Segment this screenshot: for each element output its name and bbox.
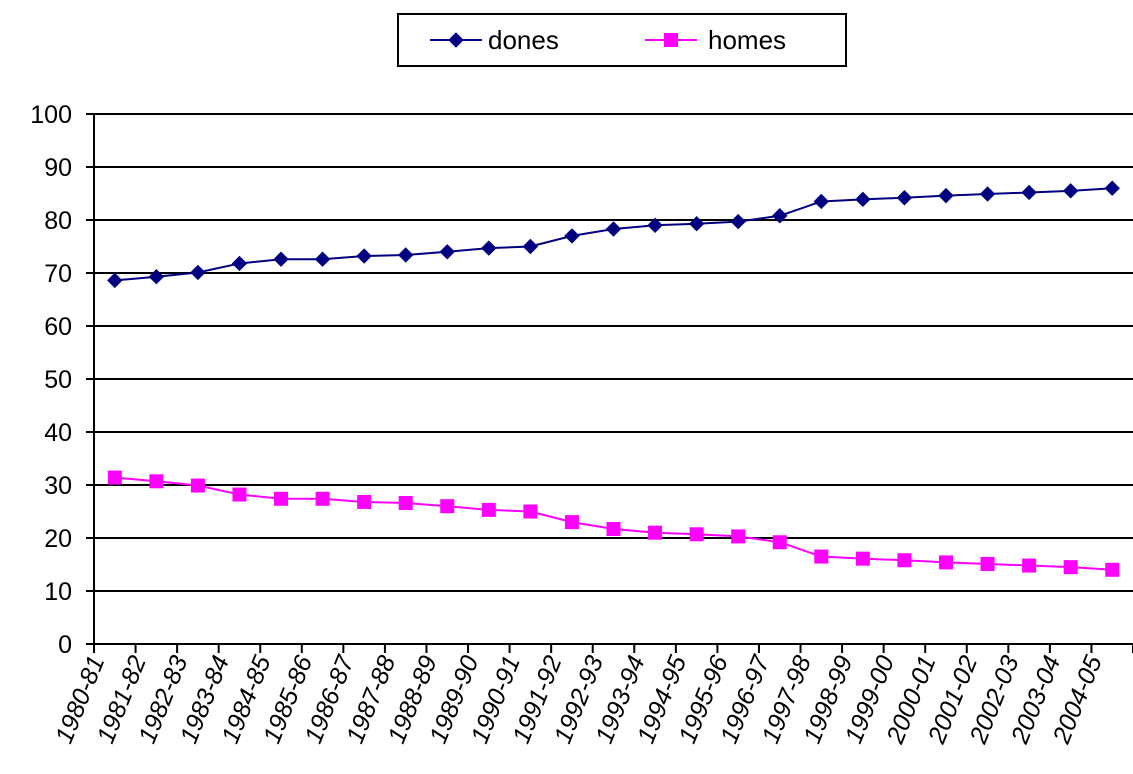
data-point-dones xyxy=(439,244,455,260)
data-point-dones xyxy=(273,251,289,267)
series-group xyxy=(107,180,1120,577)
y-tick-label: 0 xyxy=(58,631,72,659)
y-tick-label: 50 xyxy=(44,366,72,394)
x-axis-ticks: 1980-811981-821982-831983-841984-851985-… xyxy=(50,644,1133,748)
y-tick-label: 10 xyxy=(44,578,72,606)
data-point-homes xyxy=(398,496,413,511)
data-point-dones xyxy=(1104,180,1120,196)
data-point-dones xyxy=(314,251,331,267)
data-point-dones xyxy=(938,187,954,204)
data-point-dones xyxy=(855,191,871,208)
data-point-dones xyxy=(1021,184,1037,201)
y-axis-ticks: 0 10 20 30 40 50 60 70 80 90 100 xyxy=(30,101,94,659)
series-dones xyxy=(107,180,1120,289)
series-homes xyxy=(107,470,1120,577)
data-point-homes xyxy=(440,499,455,514)
gridlines xyxy=(94,113,1133,592)
data-point-homes xyxy=(523,504,538,519)
data-point-homes xyxy=(855,551,870,566)
data-point-homes xyxy=(606,521,621,536)
data-point-dones xyxy=(481,240,497,256)
data-point-dones xyxy=(688,216,705,232)
y-tick-label: 40 xyxy=(44,419,72,447)
data-point-homes xyxy=(190,478,205,493)
data-point-homes xyxy=(481,502,496,517)
data-point-homes xyxy=(938,555,953,570)
data-point-homes xyxy=(315,491,330,506)
data-point-dones xyxy=(730,213,746,230)
data-point-dones xyxy=(522,238,539,255)
data-point-homes xyxy=(689,527,704,542)
data-point-homes xyxy=(772,535,787,550)
data-point-homes xyxy=(1105,562,1120,577)
data-point-homes xyxy=(1063,560,1078,575)
data-point-dones xyxy=(647,217,663,234)
data-point-homes xyxy=(814,549,829,564)
data-point-homes xyxy=(648,525,663,540)
y-tick-label: 90 xyxy=(44,154,72,182)
data-point-dones xyxy=(979,186,996,202)
y-tick-label: 30 xyxy=(44,472,72,500)
data-point-dones xyxy=(1062,183,1079,199)
data-point-homes xyxy=(731,529,746,544)
data-point-homes xyxy=(107,470,122,485)
data-point-dones xyxy=(231,255,248,272)
y-tick-label: 20 xyxy=(44,525,72,553)
data-point-dones xyxy=(772,208,788,224)
data-point-dones xyxy=(605,221,622,237)
y-tick-label: 60 xyxy=(44,313,72,341)
data-point-homes xyxy=(564,515,579,530)
legend-marker-homes xyxy=(664,33,678,47)
data-point-dones xyxy=(107,272,123,289)
data-point-dones xyxy=(896,190,913,206)
data-point-homes xyxy=(357,494,372,509)
data-point-dones xyxy=(397,247,414,263)
legend: dones homes xyxy=(397,13,847,67)
data-point-dones xyxy=(564,228,580,244)
legend-label-dones: dones xyxy=(488,25,559,55)
y-tick-label: 80 xyxy=(44,207,72,235)
data-point-homes xyxy=(897,553,912,568)
data-point-homes xyxy=(980,556,995,571)
data-point-homes xyxy=(149,474,164,489)
data-point-homes xyxy=(1022,558,1037,573)
data-point-homes xyxy=(232,487,247,502)
legend-marker-dones xyxy=(448,32,464,48)
data-point-dones xyxy=(356,248,372,264)
legend-label-homes: homes xyxy=(708,25,786,55)
data-point-dones xyxy=(813,193,830,210)
data-point-dones xyxy=(190,264,206,281)
y-tick-label: 100 xyxy=(30,101,72,129)
y-tick-label: 70 xyxy=(44,260,72,288)
data-point-homes xyxy=(274,491,289,506)
data-point-dones xyxy=(148,269,165,285)
